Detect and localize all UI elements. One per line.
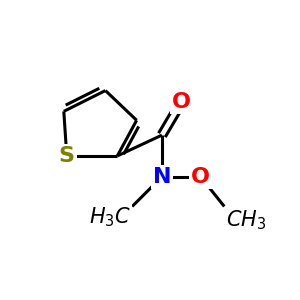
Text: O: O (172, 92, 191, 112)
Text: N: N (153, 167, 171, 187)
Text: $CH_3$: $CH_3$ (226, 208, 266, 232)
Text: S: S (59, 146, 75, 166)
Text: O: O (191, 167, 210, 187)
Text: $H_3C$: $H_3C$ (88, 205, 131, 229)
